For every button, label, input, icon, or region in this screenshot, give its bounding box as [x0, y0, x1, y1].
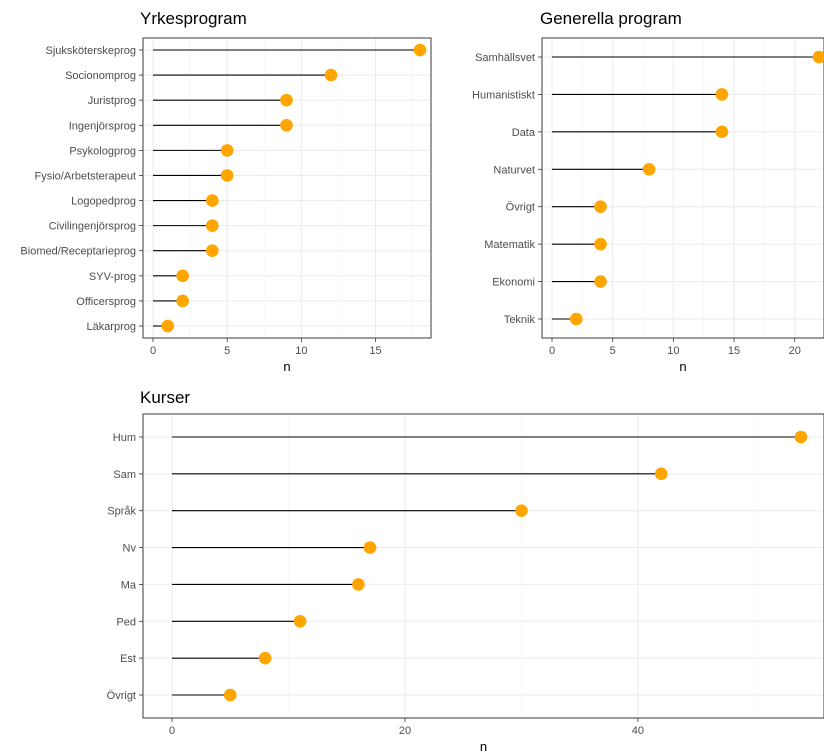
- lollipop-point: [413, 43, 427, 57]
- lollipop-point: [654, 467, 668, 481]
- y-tick-label: SYV-prog: [89, 271, 136, 283]
- x-tick-label: 5: [224, 345, 230, 357]
- y-tick-label: Officersprog: [76, 296, 136, 308]
- y-tick-label: Matematik: [484, 239, 535, 251]
- lollipop-point: [363, 541, 377, 554]
- x-tick-label: 15: [369, 345, 381, 357]
- lollipop-point: [176, 294, 189, 308]
- x-tick-label: 15: [728, 345, 740, 357]
- lollipop-point: [223, 688, 237, 702]
- chart-title: Kurser: [140, 388, 190, 407]
- chart-title: Yrkesprogram: [140, 9, 247, 28]
- lollipop-point: [258, 651, 272, 665]
- y-tick-label: Språk: [107, 506, 136, 518]
- y-tick-label: Socionomprog: [65, 70, 136, 82]
- y-tick-label: Nv: [123, 543, 137, 555]
- chart-title: Generella program: [540, 9, 682, 28]
- lollipop-point: [220, 169, 234, 182]
- panel-border: [142, 37, 432, 339]
- x-axis-title: n: [679, 359, 686, 374]
- lollipop-point: [569, 312, 583, 326]
- x-axis-title: n: [480, 739, 487, 753]
- lollipop-point: [812, 50, 824, 64]
- y-tick-label: Est: [120, 653, 136, 665]
- y-tick-label: Civilingenjörsprog: [49, 221, 136, 233]
- chart-panel-3: Hum Sam Språk Nv Ma Ped Est Övrigt 0 20 40 n Kurser: [107, 388, 824, 753]
- x-axis-title: n: [283, 359, 290, 374]
- lollipop-point: [715, 125, 729, 139]
- y-tick-label: Ingenjörsprog: [69, 120, 136, 132]
- x-tick-label: 0: [169, 725, 175, 737]
- y-tick-label: Teknik: [504, 314, 536, 326]
- x-tick-label: 40: [632, 725, 644, 737]
- y-tick-label: Sam: [113, 469, 136, 481]
- y-tick-label: Logopedprog: [71, 196, 136, 208]
- x-tick-label: 20: [399, 725, 411, 737]
- y-tick-label: Humanistiskt: [472, 89, 535, 101]
- lollipop-point: [220, 144, 234, 157]
- lollipop-point: [515, 504, 528, 518]
- lollipop-point: [352, 578, 365, 591]
- y-tick-label: Ma: [121, 579, 137, 591]
- panel-frame: [142, 37, 432, 339]
- x-tick-label: 5: [610, 345, 616, 357]
- lollipop-point: [715, 88, 729, 101]
- lollipop-point: [176, 269, 189, 283]
- lollipop-point: [206, 244, 219, 258]
- x-tick-label: 20: [789, 345, 801, 357]
- chart-panel-2: Samhällsvet Humanistiskt Data Naturvet Övrig…: [472, 9, 824, 374]
- x-tick-label: 10: [667, 345, 679, 357]
- panel-frame: [142, 413, 824, 719]
- panel-border: [142, 413, 824, 719]
- lollipop-point: [161, 319, 175, 333]
- y-tick-label: Ped: [116, 616, 136, 628]
- lollipop-point: [594, 237, 607, 251]
- y-tick-label: Juristprog: [88, 95, 136, 107]
- y-tick-label: Ekonomi: [492, 277, 535, 289]
- x-tick-label: 0: [150, 345, 156, 357]
- lollipop-point: [594, 275, 607, 288]
- y-tick-label: Hum: [113, 432, 136, 444]
- lollipop-point: [280, 93, 293, 107]
- y-tick-label: Samhällsvet: [475, 52, 535, 64]
- y-tick-label: Naturvet: [493, 164, 535, 176]
- y-tick-label: Fysio/Arbetsterapeut: [35, 170, 137, 182]
- chart-panel-1: Sjuksköterskeprog Socionomprog Juristprog I…: [20, 9, 432, 374]
- y-tick-label: Övrigt: [506, 202, 535, 214]
- x-tick-label: 10: [295, 345, 307, 357]
- panel-border: [541, 37, 824, 339]
- y-tick-label: Biomed/Receptarieprog: [20, 246, 136, 258]
- lollipop-point: [642, 162, 656, 176]
- lollipop-point: [206, 194, 219, 207]
- y-tick-label: Läkarprog: [86, 321, 136, 333]
- lollipop-point: [324, 68, 338, 82]
- y-tick-label: Övrigt: [107, 690, 136, 702]
- lollipop-point: [206, 219, 219, 232]
- y-tick-label: Data: [512, 127, 536, 139]
- y-tick-label: Psykologprog: [69, 145, 136, 157]
- y-tick-label: Sjuksköterskeprog: [46, 45, 137, 57]
- x-tick-label: 0: [549, 345, 555, 357]
- panel-frame: [541, 37, 824, 339]
- lollipop-point: [280, 118, 293, 132]
- lollipop-point: [293, 614, 307, 628]
- lollipop-point: [594, 200, 607, 214]
- lollipop-point: [794, 430, 808, 444]
